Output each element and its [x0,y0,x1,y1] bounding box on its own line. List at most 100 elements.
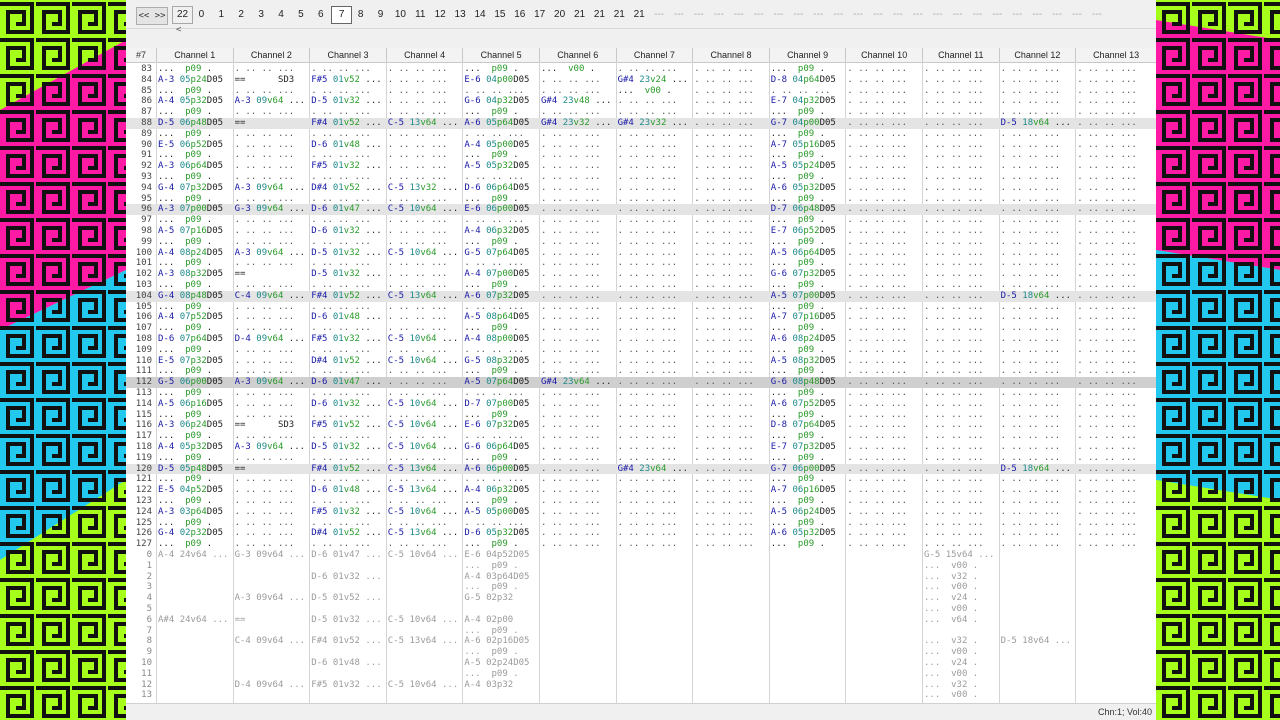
note-cell[interactable]: . .. .. ... [1077,398,1137,409]
note-cell[interactable]: ... p09 . [770,301,826,312]
note-cell[interactable]: . .. .. ... [924,128,984,139]
note-cell[interactable]: . .. .. ... [617,301,678,312]
note-cell[interactable]: D-6 01v48 ... [311,658,382,668]
note-cell[interactable]: . .. .. ... [464,344,524,355]
note-cell[interactable]: ... p09 . [770,236,826,247]
note-cell[interactable]: . .. .. ... [541,280,601,290]
note-cell[interactable]: G-7 04p00D05 [770,118,836,128]
note-cell[interactable]: . .. .. ... [311,452,371,463]
note-cell[interactable]: . .. .. ... [694,204,754,215]
note-cell[interactable]: . .. .. ... [234,64,295,74]
note-cell[interactable]: A-4 03p64D05 [464,571,530,582]
note-cell[interactable]: . .. .. ... [1077,139,1137,150]
note-cell[interactable]: == [234,463,246,474]
order-item[interactable]: --- [1032,9,1043,20]
note-cell[interactable]: . .. .. ... [541,485,601,496]
note-cell[interactable]: ... p09 . [770,431,826,442]
order-item[interactable]: --- [833,9,844,20]
note-cell[interactable]: . .. .. ... [1077,258,1137,269]
note-cell[interactable]: . .. .. ... [617,409,678,420]
note-cell[interactable]: C-5 10v64 ... [387,247,459,258]
pattern-row[interactable]: 114 A-5 06p16D05 . .. .. ... D-6 01v32 ... C… [126,399,1156,410]
note-cell[interactable]: ... p09 . [464,452,519,463]
note-cell[interactable]: C-5 10v64 ... [387,679,459,690]
pattern-row[interactable]: 83 ... p09 . . .. .. ... . .. .. ... . .. ..… [126,64,1156,75]
note-cell[interactable]: A-4 08p24D05 [158,247,224,258]
note-cell[interactable]: . .. .. ... [847,85,907,96]
note-cell[interactable]: . .. .. ... [1000,452,1061,463]
note-cell[interactable]: . .. .. ... [541,215,601,226]
note-cell[interactable]: . .. .. ... [924,539,984,550]
note-cell[interactable]: A-4 24v64 ... [158,550,229,560]
note-cell[interactable]: C-5 10v64 ... [387,614,459,625]
note-cell[interactable]: ... p09 . [158,107,213,118]
note-cell[interactable]: . .. .. ... [617,420,678,431]
pattern-row[interactable]: 86 A-4 05p32D05 A-3 09v64 ... D-5 01v32 ...… [126,96,1156,107]
note-cell[interactable]: . .. .. ... [694,118,754,128]
note-cell[interactable]: . .. .. ... [1000,161,1061,172]
note-cell[interactable]: D-5 01v32 ... [311,614,382,625]
note-cell[interactable]: . .. .. ... [617,452,678,463]
note-cell[interactable]: . .. .. ... [541,366,601,377]
note-cell[interactable]: . .. .. ... [694,236,754,247]
note-cell[interactable]: G-7 06p00D05 [770,463,836,474]
note-cell[interactable]: . .. .. ... [1077,517,1137,528]
note-cell[interactable]: ... p09 . [158,517,213,528]
note-cell[interactable]: . .. .. ... [1077,150,1137,161]
order-item[interactable]: --- [853,9,864,20]
note-cell[interactable]: ... p09 . [464,582,519,593]
note-cell[interactable]: . .. .. ... [387,64,448,74]
pattern-row[interactable]: 12 D-4 09v64 ... F#5 01v32 ... C-5 10v64 ..… [126,680,1156,691]
note-cell[interactable]: . .. .. ... [617,474,678,485]
note-cell[interactable]: . .. .. ... [541,496,601,506]
note-cell[interactable]: . .. .. ... [617,150,678,161]
note-cell[interactable]: . .. .. ... [617,388,678,398]
order-item[interactable]: --- [952,9,963,20]
order-item[interactable]: --- [873,9,883,20]
note-cell[interactable]: D-5 06p48D05 [158,118,224,128]
note-cell[interactable]: . .. .. ... [617,204,678,215]
note-cell[interactable]: ... v32 . [924,571,979,582]
note-cell[interactable]: . .. .. ... [1077,85,1137,96]
note-cell[interactable]: . .. .. ... [694,334,754,344]
note-cell[interactable]: . .. .. ... [1077,118,1137,128]
note-cell[interactable]: . .. .. ... [1000,96,1061,107]
note-cell[interactable]: A-4 05p00D05 [464,139,530,150]
note-cell[interactable]: . .. .. ... [1077,74,1137,85]
note-cell[interactable]: . .. .. ... [1077,280,1137,290]
note-cell[interactable]: . .. .. ... [1077,182,1137,193]
note-cell[interactable]: . .. .. ... [694,215,754,226]
note-cell[interactable]: . .. .. ... [847,496,907,506]
note-cell[interactable]: . .. .. ... [847,344,907,355]
note-cell[interactable]: . .. .. ... [1000,431,1061,442]
note-cell[interactable]: . .. .. ... [387,258,448,269]
note-cell[interactable]: ... p09 . [770,258,826,269]
note-cell[interactable]: . .. .. ... [541,334,601,344]
note-cell[interactable]: . .. .. ... [234,107,295,118]
note-cell[interactable]: G-6 07p32D05 [770,269,836,280]
pattern-row[interactable]: 99 ... p09 . . .. .. ... . .. .. ... . .. ..… [126,237,1156,248]
channel-header[interactable]: Channel 2 [232,48,310,62]
note-cell[interactable]: . .. .. ... [387,236,448,247]
note-cell[interactable]: . .. .. ... [387,172,448,182]
note-cell[interactable]: . .. .. ... [847,517,907,528]
note-cell[interactable]: A-3 09v64 ... [234,247,306,258]
note-cell[interactable]: D-6 01v47 ... [311,377,382,388]
pattern-row[interactable]: 111 ... p09 . . .. .. ... . .. .. ... . .. .… [126,366,1156,377]
note-cell[interactable]: . .. .. ... [924,226,984,236]
note-cell[interactable]: . .. .. ... [234,301,295,312]
note-cell[interactable]: F#5 01v32 ... [311,334,382,344]
note-cell[interactable]: == SD3 [234,420,295,431]
note-cell[interactable]: C-5 10v64 ... [387,334,459,344]
note-cell[interactable]: . .. .. ... [847,323,907,334]
order-item[interactable]: --- [773,9,784,20]
note-cell[interactable]: . .. .. ... [1000,204,1061,215]
note-cell[interactable]: . .. .. ... [234,431,295,442]
note-cell[interactable]: . .. .. ... [847,539,907,550]
note-cell[interactable]: . .. .. ... [847,74,907,85]
note-cell[interactable]: . .. .. ... [234,215,295,226]
note-cell[interactable]: . .. .. ... [617,64,678,74]
note-cell[interactable]: A-4 05p32D05 [158,96,224,107]
note-cell[interactable]: . .. .. ... [1077,463,1137,474]
note-cell[interactable]: . .. .. ... [1000,139,1061,150]
